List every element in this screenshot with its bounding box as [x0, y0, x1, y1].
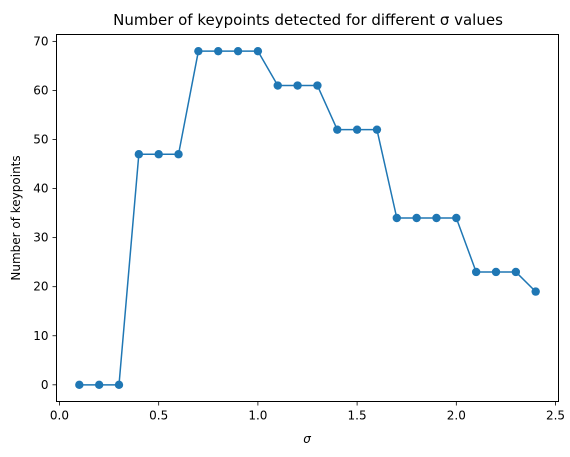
data-point — [471, 267, 481, 277]
x-tick-label: 1.0 — [248, 409, 267, 423]
data-point — [392, 213, 401, 223]
x-tick-label: 0.5 — [149, 409, 168, 423]
y-tick-label: 30 — [33, 231, 48, 245]
y-axis-label: Number of keypoints — [9, 155, 23, 280]
data-point — [174, 150, 183, 159]
data-point — [214, 46, 223, 56]
x-tick-label: 2.5 — [546, 409, 565, 423]
series-line-0 — [79, 50, 537, 386]
data-point — [313, 81, 322, 90]
y-tick-label: 10 — [33, 329, 48, 343]
plot-frame — [56, 34, 559, 402]
y-tick-label: 40 — [33, 182, 48, 196]
y-axis: 0 10 20 30 40 50 60 70 — [33, 34, 57, 392]
y-tick-label: 50 — [33, 132, 48, 146]
x-tick-label: 1.5 — [348, 409, 367, 423]
data-point — [194, 46, 203, 56]
plot-area — [75, 46, 540, 390]
data-point — [511, 267, 521, 277]
data-point — [273, 81, 282, 90]
data-point — [134, 150, 144, 159]
data-point — [432, 213, 441, 223]
y-tick-label: 70 — [33, 34, 48, 48]
data-point — [114, 380, 124, 390]
data-point — [333, 125, 342, 134]
x-axis: 0.0 0.5 1.0 1.5 2.0 2.5 — [50, 401, 565, 423]
y-tick-label: 0 — [41, 378, 49, 392]
y-tick-label: 60 — [33, 83, 48, 97]
data-point — [154, 150, 163, 159]
data-point — [352, 125, 362, 134]
x-axis-label: σ — [303, 432, 311, 446]
data-point — [75, 380, 84, 390]
chart-title: Number of keypoints detected for differe… — [113, 11, 503, 29]
data-point — [293, 81, 302, 90]
data-point — [412, 213, 421, 223]
x-tick-label: 0.0 — [50, 409, 69, 423]
data-point — [452, 213, 461, 223]
data-point — [253, 46, 263, 56]
data-point — [491, 267, 501, 277]
data-point — [94, 380, 104, 390]
data-point — [531, 287, 540, 296]
data-point — [233, 46, 243, 56]
data-point — [372, 125, 382, 134]
x-tick-label: 2.0 — [447, 409, 466, 423]
y-tick-label: 20 — [33, 280, 48, 294]
